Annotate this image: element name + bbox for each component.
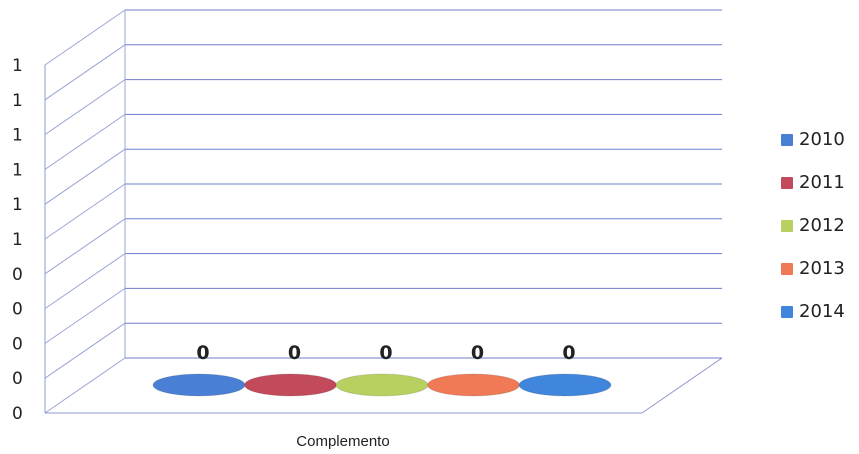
- y-tick-label: 0: [12, 265, 23, 285]
- gridline-depth: [44, 218, 126, 275]
- gridline-depth: [44, 183, 126, 240]
- series-marks: [152, 373, 612, 397]
- legend-swatch: [781, 219, 793, 232]
- gridline-depth: [44, 357, 126, 414]
- gridline-depth: [44, 287, 126, 344]
- legend-item-2010: 2010: [781, 118, 845, 161]
- legend-swatch: [781, 176, 793, 189]
- legend-label: 2014: [799, 301, 845, 322]
- gridline-depth: [44, 113, 126, 170]
- floor-right-edge: [641, 357, 723, 414]
- gridline-depth: [44, 253, 126, 310]
- bar-2011: [244, 373, 337, 397]
- y-tick-label: 1: [12, 56, 23, 76]
- legend-swatch: [781, 262, 793, 275]
- data-labels: 0 0 0 0 0: [196, 342, 575, 364]
- legend-label: 2011: [799, 172, 845, 193]
- y-tick-label: 1: [12, 160, 23, 180]
- y-tick-label: 0: [12, 404, 23, 424]
- data-label-2011: 0: [288, 342, 301, 364]
- y-tick-label: 1: [12, 126, 23, 146]
- data-label-2014: 0: [562, 342, 575, 364]
- y-tick-label: 0: [12, 300, 23, 320]
- gridline-depth: [44, 322, 126, 379]
- legend-swatch: [781, 305, 793, 318]
- bar-2012: [335, 373, 429, 397]
- legend-label: 2013: [799, 258, 845, 279]
- gridline-depth: [44, 79, 126, 136]
- legend-item-2012: 2012: [781, 204, 845, 247]
- legend-item-2013: 2013: [781, 247, 845, 290]
- grid: [44, 9, 723, 414]
- y-tick-label: 1: [12, 230, 23, 250]
- bar-2013: [427, 373, 520, 397]
- bar-2010: [152, 373, 246, 397]
- y-tick-label: 1: [12, 195, 23, 215]
- legend-item-2014: 2014: [781, 290, 845, 333]
- gridline-depth: [44, 44, 126, 101]
- y-tick-label: 1: [12, 91, 23, 111]
- legend-label: 2012: [799, 215, 845, 236]
- legend: 2010 2011 2012 2013 2014: [781, 118, 845, 333]
- data-label-2010: 0: [196, 342, 209, 364]
- bar-2014: [518, 373, 612, 397]
- y-tick-label: 0: [12, 369, 23, 389]
- data-label-2012: 0: [379, 342, 392, 364]
- y-tick-label: 0: [12, 334, 23, 354]
- x-axis-category-label: Complemento: [296, 433, 389, 450]
- data-label-2013: 0: [471, 342, 484, 364]
- y-axis-ticks: 0 0 0 0 0 1 1 1 1 1 1: [12, 56, 23, 424]
- legend-item-2011: 2011: [781, 161, 845, 204]
- legend-swatch: [781, 133, 793, 146]
- gridline-depth: [44, 148, 126, 205]
- gridline-depth: [44, 9, 126, 66]
- legend-label: 2010: [799, 129, 845, 150]
